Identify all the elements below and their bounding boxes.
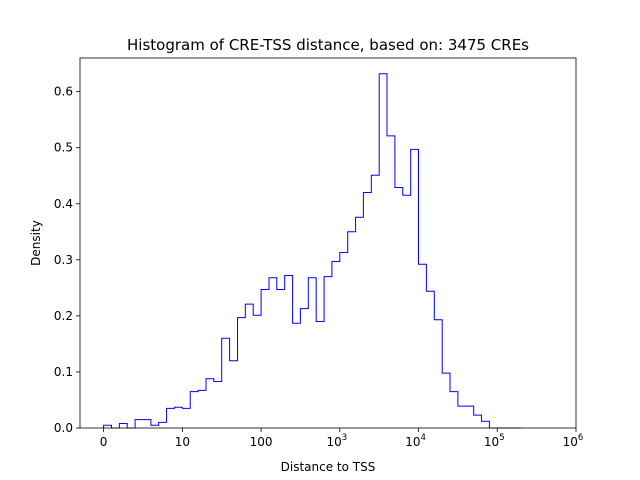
y-tick-label: 0.6 [54,85,73,99]
x-tick-label: 105 [484,433,505,449]
y-axis-label: Density [29,220,43,266]
histogram-step-line [103,73,521,429]
x-tick-label: 103 [326,433,347,449]
y-axis: 0.0 0.1 0.2 0.3 0.4 0.5 0.6 [54,85,80,435]
y-tick-label: 0.1 [54,365,73,379]
x-tick-label: 0 [100,435,108,449]
y-tick-label: 0.2 [54,309,73,323]
plot-frame [79,57,577,429]
x-tick-label: 104 [405,433,426,449]
x-tick-label: 106 [563,433,584,449]
x-axis-label: Distance to TSS [281,460,376,474]
plot-area [79,57,577,429]
x-axis: 0 10 100 103 104 105 106 [100,428,584,449]
y-tick-label: 0.0 [54,421,73,435]
x-tick-label: 100 [250,435,273,449]
chart-title: Histogram of CRE-TSS distance, based on:… [127,36,529,54]
y-tick-label: 0.4 [54,197,73,211]
x-tick-label: 10 [175,435,190,449]
y-tick-label: 0.5 [54,141,73,155]
y-tick-label: 0.3 [54,253,73,267]
